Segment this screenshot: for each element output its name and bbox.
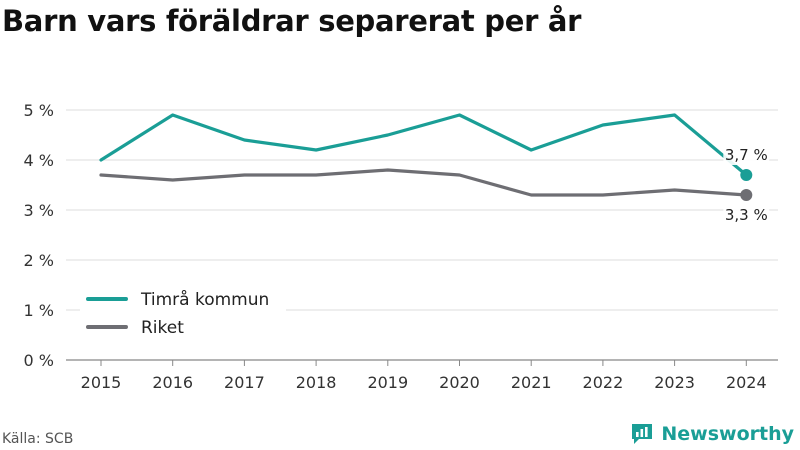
brand-name: Newsworthy xyxy=(661,423,794,445)
end-point xyxy=(740,169,753,181)
x-tick-label: 2022 xyxy=(583,373,624,392)
series-line-timra xyxy=(99,113,748,177)
legend-label: Riket xyxy=(141,318,184,338)
series-line-riket xyxy=(99,168,748,197)
y-tick-label: 4 % xyxy=(24,151,54,170)
end-label-bg xyxy=(723,145,770,165)
legend-background xyxy=(80,284,286,344)
x-tick-label: 2017 xyxy=(224,373,265,392)
line-chart: 0 %1 %2 %3 %4 %5 % 2015 2016 2017 2018 2019 2… xyxy=(24,101,778,392)
end-label-bg xyxy=(723,204,770,224)
x-tick-label: 2024 xyxy=(726,373,767,392)
y-tick-label: 3 % xyxy=(24,201,54,220)
series-lines: 3,7 % 3,3 % xyxy=(99,113,770,224)
end-point xyxy=(740,189,753,201)
legend: Timrå kommun Riket xyxy=(80,284,286,344)
y-tick-label: 2 % xyxy=(24,251,54,270)
y-axis-labels: 0 % 1 % 2 % 3 % 4 % 5 % xyxy=(24,101,54,370)
y-tick-label: 1 % xyxy=(24,301,54,320)
end-value-label: 3,3 % xyxy=(725,206,768,224)
x-tick-label: 2023 xyxy=(654,373,695,392)
end-value-label: 3,7 % xyxy=(725,146,768,164)
x-axis-labels: 2015 2016 2017 2018 2019 2020 2021 2022 2023 2024 xyxy=(81,360,767,392)
x-tick-label: 2020 xyxy=(439,373,480,392)
x-tick-label: 2015 xyxy=(81,373,122,392)
chart-title: Barn vars föräldrar separerat per år xyxy=(2,4,582,38)
x-tick-label: 2021 xyxy=(511,373,552,392)
y-tick-label: 5 % xyxy=(24,101,54,120)
x-tick-label: 2018 xyxy=(296,373,337,392)
x-tick-label: 2019 xyxy=(367,373,408,392)
source-note: Källa: SCB xyxy=(2,431,74,447)
newsworthy-logo-icon xyxy=(632,424,653,444)
brand-logo: Newsworthy xyxy=(629,421,794,447)
x-tick-label: 2016 xyxy=(152,373,193,392)
y-tick-label: 0 % xyxy=(24,351,54,370)
legend-label: Timrå kommun xyxy=(140,289,269,310)
